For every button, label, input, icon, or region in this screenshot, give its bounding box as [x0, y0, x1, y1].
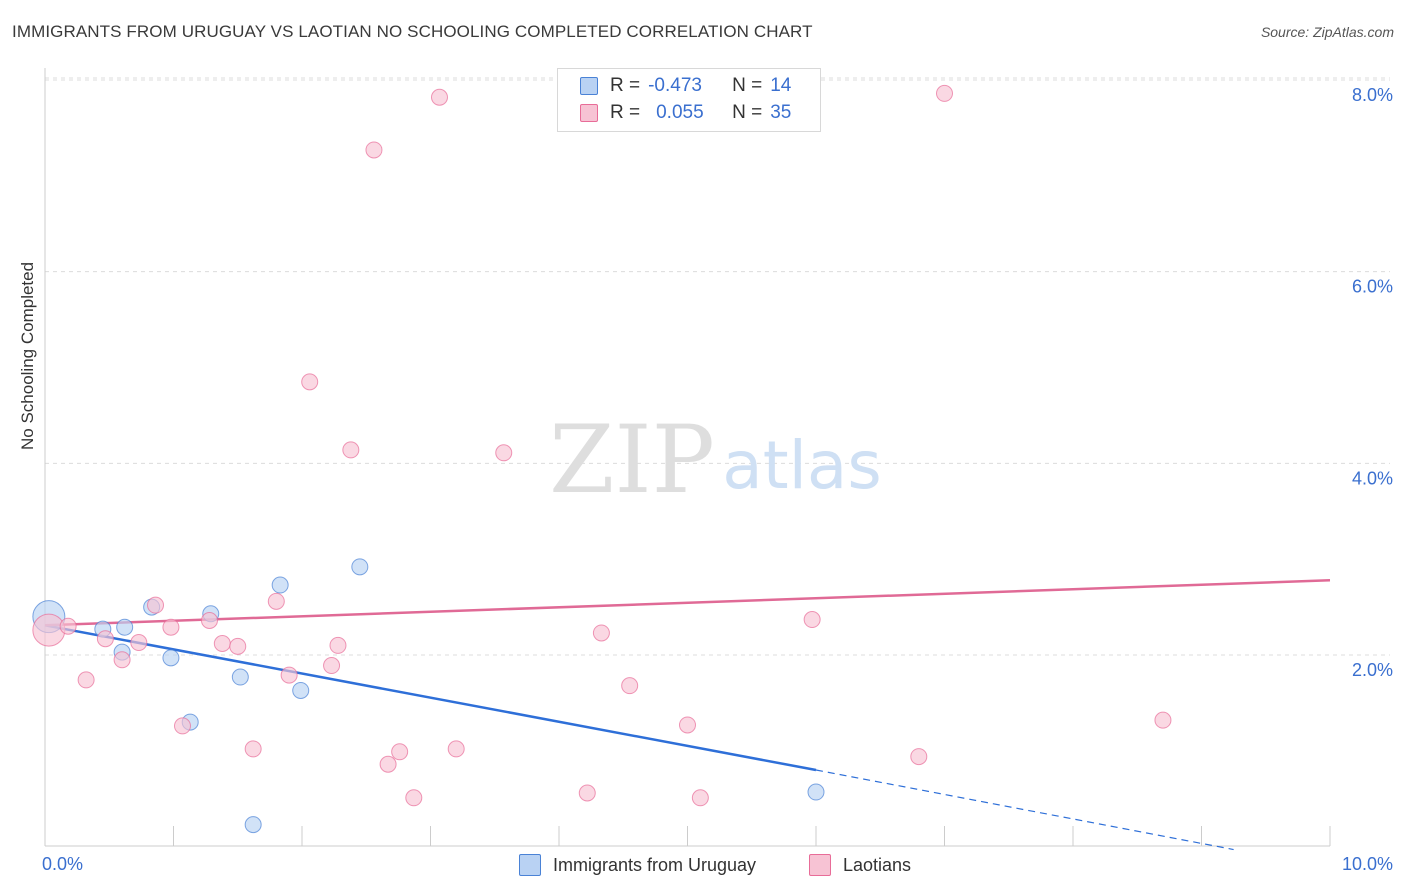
uruguay-point	[162, 649, 180, 667]
laotian-point	[1154, 711, 1172, 729]
bottom-legend-laotians: Laotians	[809, 852, 911, 878]
laotian-point	[936, 84, 953, 102]
y-tick-label: 2.0%	[1352, 660, 1393, 680]
legend-row-uruguay: R = -0.473 N = 14	[580, 73, 791, 99]
chart-title: IMMIGRANTS FROM URUGUAY VS LAOTIAN NO SC…	[12, 22, 813, 41]
laotian-point	[229, 637, 247, 655]
source-label: Source: ZipAtlas.com	[1260, 24, 1394, 40]
gridlines	[45, 77, 1390, 656]
laotian-point	[679, 716, 696, 734]
laotian-point	[267, 592, 285, 610]
watermark-zip: ZIP	[549, 406, 715, 515]
uruguay-trend-line	[44, 624, 817, 772]
laotian-point	[323, 657, 341, 675]
bottom-swatch-uruguay	[519, 854, 541, 876]
uruguay-trend-extension	[815, 769, 1234, 851]
legend-row-laotians: R = 0.055 N = 35	[580, 100, 791, 126]
laotian-point	[77, 671, 95, 689]
legend-n-label: N =	[732, 75, 763, 96]
bottom-legend-uruguay: Immigrants from Uruguay	[519, 852, 756, 878]
y-tick-label: 4.0%	[1352, 468, 1393, 488]
uruguay-point	[231, 668, 249, 686]
trend-lines	[44, 579, 1331, 851]
legend-n-value: 14	[770, 75, 792, 96]
legend-swatch-uruguay	[580, 77, 598, 95]
x-tick-label: 0.0%	[42, 854, 83, 874]
laotian-trend-line	[44, 579, 1331, 627]
laotian-point	[621, 677, 639, 695]
watermark-atlas: atlas	[722, 427, 882, 504]
laotian-point	[113, 651, 131, 669]
laotian-point	[59, 617, 77, 635]
data-points	[32, 84, 1172, 834]
uruguay-point	[116, 618, 134, 636]
legend-r-value: -0.473	[648, 75, 702, 96]
laotian-point	[592, 624, 610, 642]
tick-labels: 2.0% 4.0% 6.0% 8.0% 0.0% 10.0%	[42, 85, 1393, 874]
y-tick-label: 8.0%	[1352, 85, 1393, 105]
legend-n-value: 35	[770, 102, 792, 123]
laotian-point	[96, 630, 114, 648]
legend-r-value: 0.055	[656, 102, 704, 123]
laotian-point	[200, 612, 218, 629]
uruguay-point	[351, 558, 369, 576]
laotian-point	[213, 635, 231, 652]
laotian-point	[803, 611, 821, 629]
laotian-point	[130, 634, 148, 652]
laotian-point	[691, 789, 709, 807]
y-tick-label: 6.0%	[1352, 277, 1393, 297]
laotian-point	[301, 373, 319, 391]
laotian-point	[430, 88, 448, 106]
bottom-legend-label-uruguay: Immigrants from Uruguay	[553, 854, 757, 875]
bottom-swatch-laotians	[809, 854, 831, 876]
laotian-point	[365, 141, 383, 159]
legend-swatch-laotians	[580, 104, 598, 122]
laotian-point	[173, 717, 191, 735]
laotian-point	[147, 596, 165, 614]
legend-box: R = -0.473 N = 14 R = 0.055 N = 35	[557, 68, 821, 132]
laotian-point	[162, 618, 180, 636]
watermark: ZIP atlas	[549, 406, 882, 515]
laotian-point	[910, 748, 928, 766]
laotian-point	[329, 636, 347, 654]
laotian-point	[578, 784, 596, 802]
uruguay-point	[244, 816, 262, 834]
axes	[44, 68, 1331, 847]
laotian-point	[32, 613, 66, 647]
laotian-point	[379, 755, 397, 773]
laotian-point	[280, 666, 298, 684]
legend-r-label: R =	[610, 75, 641, 96]
laotian-point	[342, 441, 360, 459]
uruguay-point	[807, 783, 825, 801]
y-axis-label: No Schooling Completed	[18, 261, 37, 450]
legend-r-label: R =	[610, 102, 641, 123]
laotian-point	[405, 789, 423, 807]
laotian-point	[495, 444, 513, 462]
x-tick-label: 10.0%	[1342, 854, 1393, 874]
uruguay-point	[271, 576, 289, 594]
laotian-point	[391, 743, 409, 761]
laotian-point	[244, 740, 262, 758]
uruguay-point	[292, 681, 310, 699]
bottom-legend-label-laotians: Laotians	[843, 854, 912, 875]
laotian-point	[447, 740, 465, 758]
legend-n-label: N =	[732, 102, 763, 123]
